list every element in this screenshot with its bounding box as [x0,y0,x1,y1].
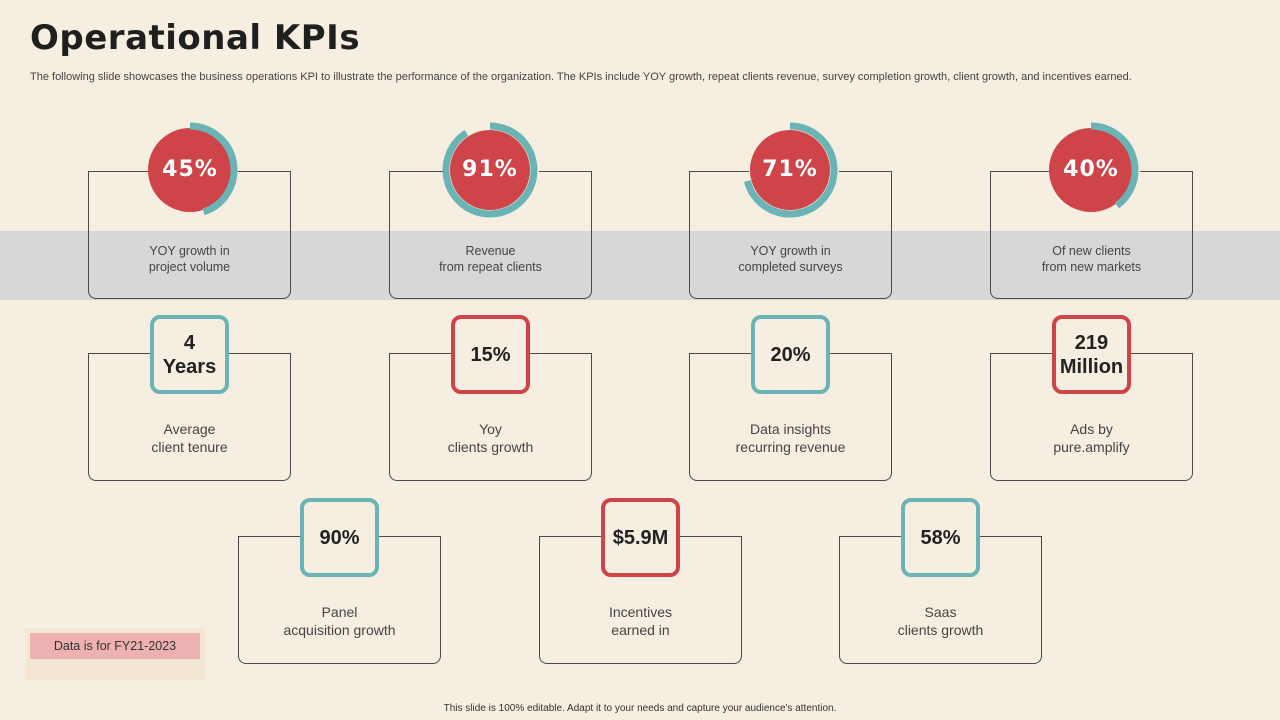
kpi-card-panel-acquisition: Panel acquisition growth [238,536,441,664]
kpi-card-client-tenure: Average client tenure [88,353,291,481]
kpi-card-data-insights: Data insights recurring revenue [689,353,892,481]
kpi-value-badge: 58% [901,498,980,577]
kpi-label: Average client tenure [151,421,228,455]
donut-gauge: 71% [742,122,838,218]
page-subtitle: The following slide showcases the busine… [30,71,1132,83]
kpi-card-repeat-revenue: Revenue from repeat clients [389,171,592,299]
kpi-label: YOY growth in completed surveys [738,244,843,274]
kpi-label: Ads by pure.amplify [1053,421,1130,455]
kpi-value-badge: 15% [451,315,530,394]
donut-value: 91% [462,157,518,182]
kpi-card-ads: Ads by pure.amplify [990,353,1193,481]
kpi-value-badge: 219 Million [1052,315,1131,394]
kpi-card-new-markets: Of new clients from new markets [990,171,1193,299]
kpi-label: Data insights recurring revenue [735,421,846,455]
kpi-value-badge: 20% [751,315,830,394]
kpi-label: Revenue from repeat clients [439,244,542,274]
donut-value: 71% [762,157,818,182]
kpi-card-incentives: Incentives earned in [539,536,742,664]
page-title: Operational KPIs [30,18,361,58]
kpi-label: Of new clients from new markets [1041,244,1142,274]
donut-gauge: 45% [142,122,238,218]
kpi-value-badge: $5.9M [601,498,680,577]
kpi-label: Incentives earned in [608,604,673,638]
data-period-note: Data is for FY21-2023 [30,633,200,659]
donut-gauge: 91% [442,122,538,218]
kpi-label: Saas clients growth [897,604,984,638]
donut-value: 40% [1063,157,1119,182]
donut-value: 45% [162,157,218,182]
kpi-label: Panel acquisition growth [283,604,396,638]
kpi-card-completed-surveys: YOY growth in completed surveys [689,171,892,299]
footer-note: This slide is 100% editable. Adapt it to… [443,703,837,714]
kpi-card-saas-growth: Saas clients growth [839,536,1042,664]
kpi-card-clients-growth: Yoy clients growth [389,353,592,481]
kpi-label: YOY growth in project volume [148,244,231,274]
kpi-card-yoy-project-volume: YOY growth in project volume [88,171,291,299]
kpi-label: Yoy clients growth [447,421,534,455]
kpi-value-badge: 90% [300,498,379,577]
donut-gauge: 40% [1043,122,1139,218]
highlight-band [0,231,1280,300]
kpi-value-badge: 4 Years [150,315,229,394]
